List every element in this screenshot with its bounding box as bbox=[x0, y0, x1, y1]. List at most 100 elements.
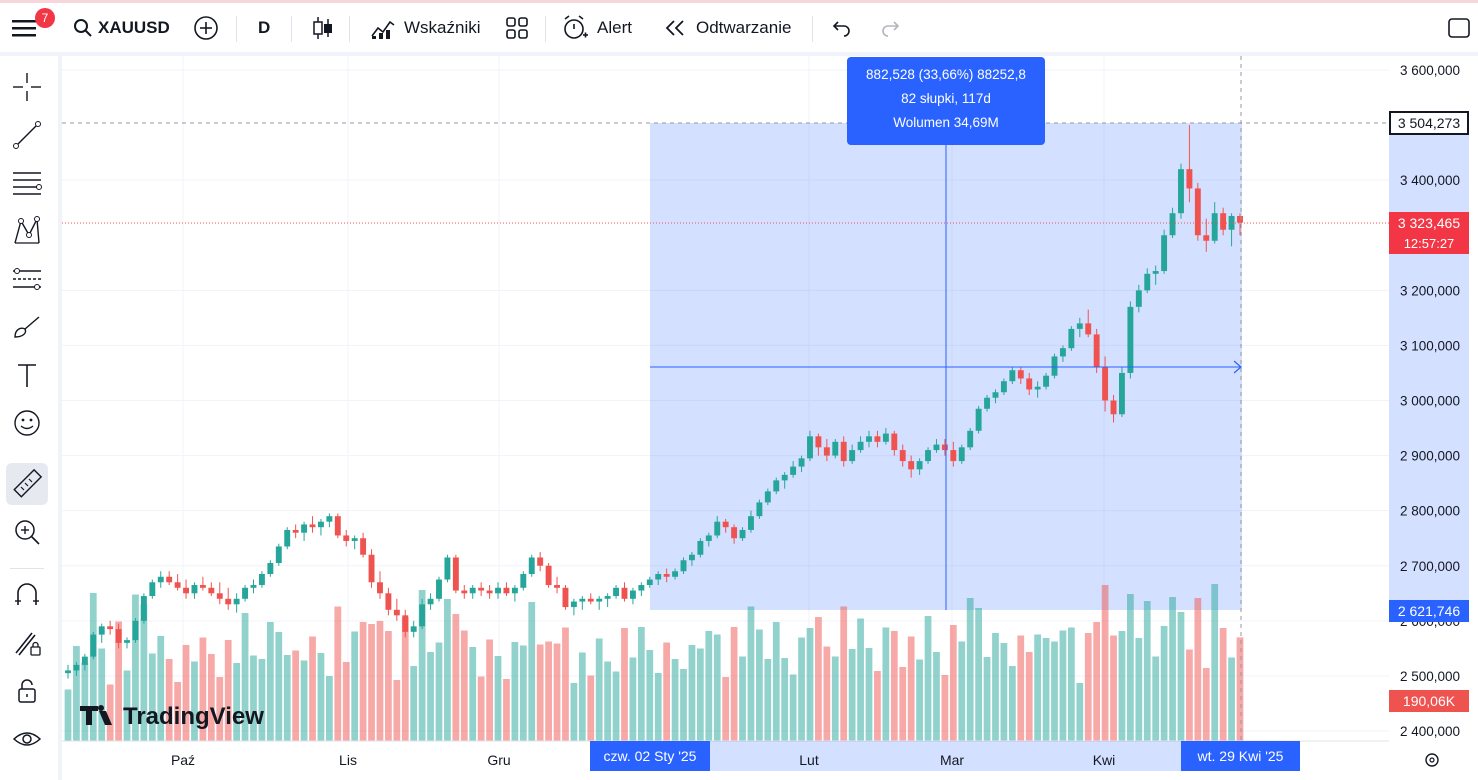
pattern-tool[interactable] bbox=[6, 210, 48, 252]
volume-bar bbox=[1160, 626, 1168, 741]
forecast-tool[interactable] bbox=[6, 258, 48, 300]
candle-body bbox=[503, 587, 510, 594]
interval-button[interactable]: D bbox=[258, 17, 271, 37]
candle-body bbox=[537, 557, 544, 566]
volume-bar bbox=[174, 682, 181, 741]
volume-value-label: 190,06K bbox=[1389, 690, 1469, 712]
volume-bar bbox=[941, 675, 949, 741]
fullscreen-button[interactable] bbox=[1447, 3, 1471, 52]
measure-tool[interactable] bbox=[6, 463, 48, 505]
undo-icon bbox=[832, 20, 850, 37]
candle-body bbox=[1102, 367, 1109, 401]
candle-body bbox=[840, 441, 847, 462]
candle-body bbox=[891, 433, 898, 451]
volume-bar bbox=[890, 631, 898, 741]
volume-bar bbox=[519, 645, 527, 741]
indicators-button[interactable]: Wskaźniki bbox=[370, 3, 481, 52]
symbol-search[interactable]: XAUUSD bbox=[72, 3, 170, 52]
candle-body bbox=[98, 626, 105, 635]
top-toolbar: 7 XAUUSD D Wskaźniki Alert Odtwarzanie bbox=[0, 0, 1478, 52]
price-tick-label: 3 000,000 bbox=[1400, 394, 1460, 409]
alert-button[interactable]: Alert bbox=[561, 3, 632, 52]
lock-drawings-tool[interactable] bbox=[6, 622, 48, 664]
price-tick-label: 2 900,000 bbox=[1400, 449, 1460, 464]
volume-bar bbox=[663, 642, 671, 741]
layouts-button[interactable] bbox=[505, 3, 529, 52]
candle-body bbox=[933, 444, 940, 451]
settings-button[interactable] bbox=[1425, 753, 1439, 767]
candle-body bbox=[773, 480, 780, 492]
divider bbox=[812, 16, 813, 42]
volume-bar bbox=[376, 621, 384, 741]
grid-icon bbox=[506, 16, 528, 39]
emoji-tool[interactable] bbox=[6, 402, 48, 444]
text-tool[interactable] bbox=[6, 354, 48, 396]
volume-bar bbox=[477, 676, 485, 741]
candle-body bbox=[941, 444, 948, 451]
volume-bar bbox=[283, 655, 291, 741]
candle-body bbox=[436, 579, 442, 599]
measure-tooltip: 882,528 (33,66%) 88252,8 82 słupki, 117d… bbox=[847, 57, 1045, 145]
redo-button[interactable] bbox=[879, 3, 901, 52]
candle-body bbox=[191, 585, 198, 594]
candle-body bbox=[823, 447, 830, 456]
month-tick-label: Paź bbox=[171, 752, 195, 768]
volume-bar bbox=[637, 627, 645, 741]
candle-body bbox=[849, 450, 856, 462]
candle-body bbox=[714, 521, 721, 536]
volume-bar bbox=[958, 641, 966, 741]
price-tick-label: 3 400,000 bbox=[1400, 173, 1460, 188]
fib-tool[interactable] bbox=[6, 162, 48, 204]
candle-body bbox=[1211, 213, 1218, 241]
candle-body bbox=[739, 529, 746, 539]
candle-body bbox=[183, 587, 189, 594]
candle-body bbox=[258, 574, 265, 586]
candle-body bbox=[613, 587, 620, 597]
candle-body bbox=[1034, 386, 1041, 390]
text-icon bbox=[18, 364, 36, 387]
volume-bar bbox=[444, 599, 451, 741]
candle-body bbox=[697, 540, 704, 555]
magnet-tool[interactable] bbox=[6, 574, 48, 616]
volume-bar bbox=[182, 645, 190, 741]
candle-body bbox=[604, 596, 611, 599]
candle-body bbox=[292, 529, 299, 533]
volume-bar bbox=[1101, 585, 1109, 741]
volume-bar bbox=[1194, 598, 1202, 741]
visibility-tool[interactable] bbox=[6, 718, 48, 760]
volume-bar bbox=[393, 680, 401, 741]
replay-button[interactable]: Odtwarzanie bbox=[664, 3, 791, 52]
candle-body bbox=[452, 557, 459, 591]
candle-body bbox=[815, 436, 822, 448]
volume-bar bbox=[865, 648, 873, 741]
candle-body bbox=[461, 590, 468, 594]
undo-button[interactable] bbox=[831, 3, 853, 52]
trend-line-tool[interactable] bbox=[6, 114, 48, 156]
volume-bar bbox=[1177, 612, 1185, 741]
candle-body bbox=[1051, 356, 1058, 376]
search-icon bbox=[74, 18, 92, 37]
candle-body bbox=[1110, 400, 1117, 415]
lock-tool[interactable] bbox=[6, 670, 48, 712]
volume-bar bbox=[756, 629, 763, 741]
volume-bar bbox=[258, 659, 266, 741]
candle-body bbox=[646, 579, 653, 586]
volume-bar bbox=[1042, 638, 1050, 741]
chart-type-button[interactable] bbox=[312, 3, 334, 52]
volume-bar bbox=[503, 679, 510, 741]
volume-bar bbox=[435, 642, 443, 741]
candle-body bbox=[554, 585, 560, 588]
candle-body bbox=[157, 576, 164, 583]
volume-bar bbox=[562, 627, 569, 741]
compare-button[interactable] bbox=[193, 3, 219, 52]
volume-bar bbox=[857, 618, 864, 741]
indicators-icon bbox=[371, 20, 395, 39]
menu-button[interactable] bbox=[12, 3, 38, 52]
zoom-tool[interactable] bbox=[6, 511, 48, 553]
volume-bar bbox=[1211, 584, 1219, 741]
crosshair-tool[interactable] bbox=[6, 66, 48, 108]
volume-bar bbox=[1143, 601, 1151, 741]
brush-tool[interactable] bbox=[6, 306, 48, 348]
candle-body bbox=[301, 524, 308, 533]
